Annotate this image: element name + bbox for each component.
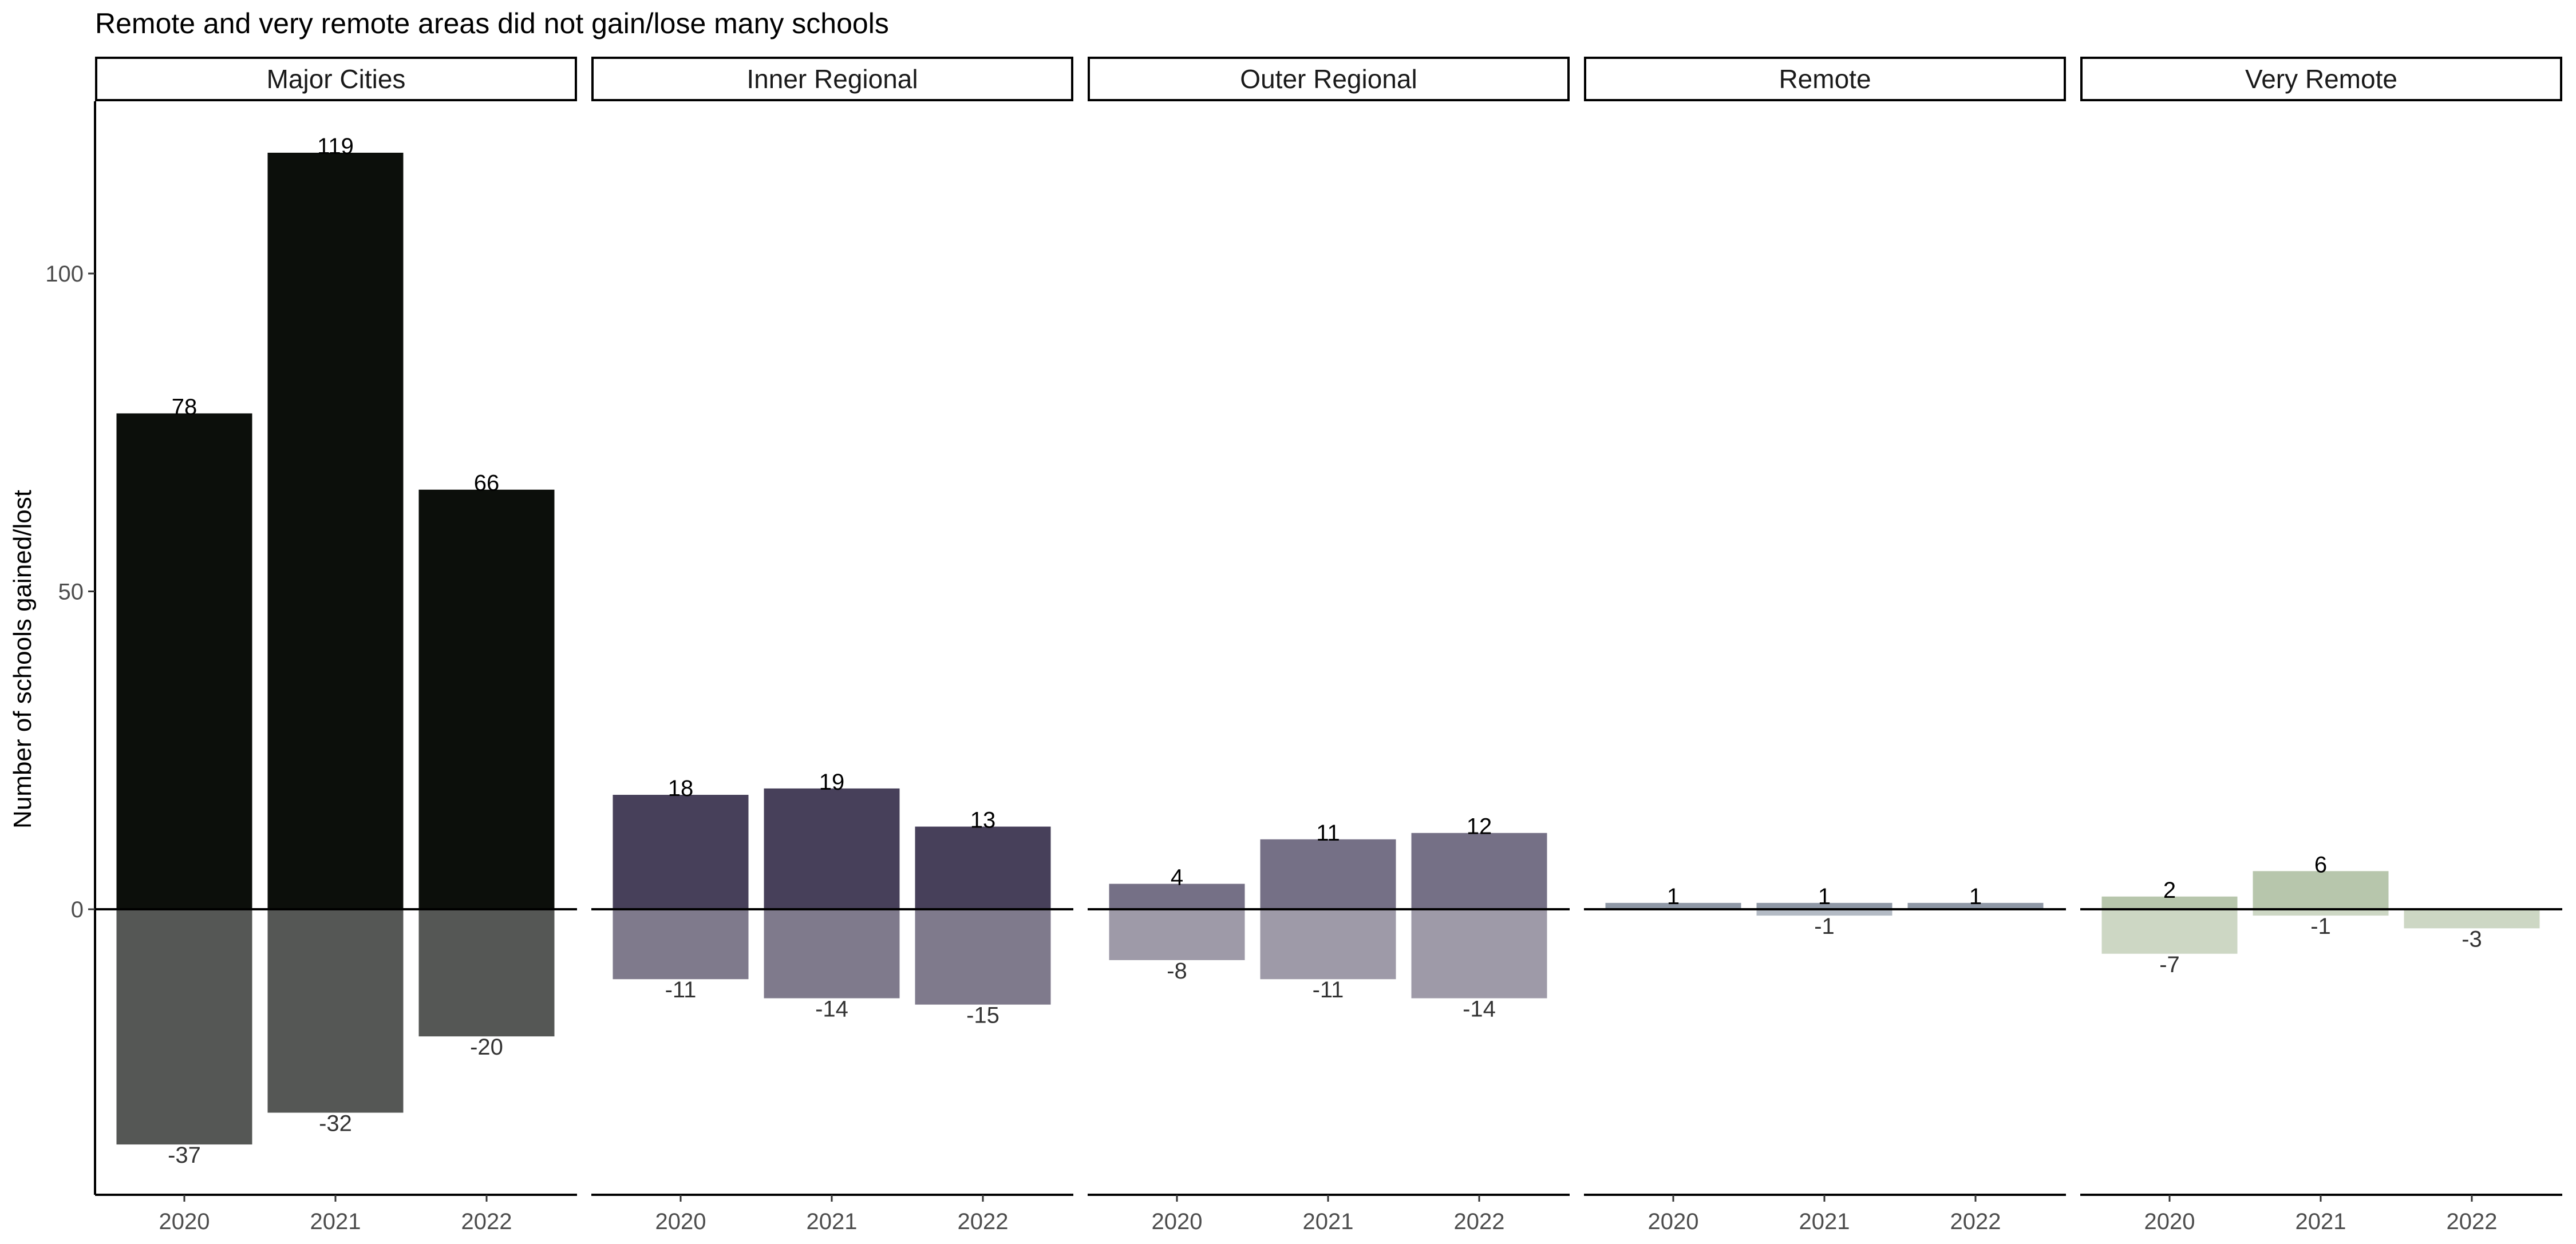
data-label-lost: -15 [966, 1003, 999, 1028]
data-label-lost: -20 [470, 1035, 503, 1060]
y-tick-label: 0 [71, 897, 84, 922]
facet-strip [95, 57, 577, 101]
y-tick-label: 100 [45, 262, 84, 287]
bar-lost [1260, 909, 1396, 980]
panel-remote: Remote 1 1 -1 1 2020 2021 2022 [1584, 57, 2066, 1234]
bar-lost [2101, 909, 2238, 954]
bar-lost [764, 909, 900, 999]
bar-gained [1907, 902, 2044, 909]
x-tick-label: 2022 [1454, 1209, 1505, 1234]
bar-gained [1605, 902, 1741, 909]
x-tick-label: 2022 [461, 1209, 512, 1234]
facet-strip [1584, 57, 2066, 101]
facet-strip-label: Outer Regional [1240, 64, 1417, 94]
bar-lost [1411, 909, 1547, 999]
panel-outer-regional: Outer Regional 4 -8 11 -11 12 -14 2020 2021 2022 [1088, 57, 1570, 1234]
data-label-gained: 1 [1667, 884, 1680, 909]
data-label-lost: -7 [2159, 952, 2180, 977]
facet-strip-label: Inner Regional [746, 64, 918, 94]
data-label-lost: -37 [168, 1143, 201, 1168]
bar-gained [764, 788, 900, 909]
y-axis-label: Number of schools gained/lost [9, 490, 37, 829]
bar-gained [267, 152, 404, 909]
x-tick-label: 2021 [1303, 1209, 1354, 1234]
x-tick-label: 2020 [655, 1209, 706, 1234]
x-tick-label: 2022 [1950, 1209, 2001, 1234]
bar-lost [915, 909, 1051, 1005]
bar-lost [418, 909, 555, 1037]
data-label-lost: -11 [665, 977, 697, 1003]
data-label-gained: 1 [1969, 884, 1982, 909]
facet-strip [1088, 57, 1570, 101]
data-label-lost: -14 [1463, 997, 1496, 1022]
data-label-gained: 119 [317, 134, 354, 159]
bar-gained [1411, 833, 1547, 909]
panel-inner-regional: Inner Regional 18 -11 19 -14 13 -15 2020 2021 202… [591, 57, 1073, 1234]
x-tick-label: 2022 [958, 1209, 1009, 1234]
chart-title: Remote and very remote areas did not gai… [95, 7, 889, 39]
data-label-gained: 18 [668, 776, 694, 801]
data-label-gained: 6 [2314, 852, 2327, 877]
bar-gained [2101, 896, 2238, 909]
bar-gained [915, 826, 1051, 909]
x-tick-label: 2020 [1152, 1209, 1203, 1234]
x-tick-label: 2021 [1799, 1209, 1850, 1234]
data-label-gained: 66 [474, 471, 500, 496]
data-label-gained: 78 [172, 394, 197, 419]
facet-strip-label: Remote [1779, 64, 1871, 94]
bar-gained [1109, 884, 1245, 909]
bar-gained [1260, 839, 1396, 909]
facet-strip-label: Very Remote [2245, 64, 2397, 94]
data-label-gained: 2 [2163, 878, 2176, 903]
x-tick-label: 2020 [2144, 1209, 2195, 1234]
data-label-gained: 12 [1467, 814, 1492, 839]
facet-strip-label: Major Cities [267, 64, 406, 94]
bar-gained [116, 413, 252, 909]
bar-lost [116, 909, 252, 1145]
bar-lost [1756, 909, 1893, 916]
panel-major-cities: Major Cities 78 -37 119 -32 66 -20 2020 2021 2022 [95, 57, 577, 1234]
bar-lost [2253, 909, 2389, 916]
x-tick-label: 2022 [2447, 1209, 2498, 1234]
x-tick-label: 2021 [2296, 1209, 2346, 1234]
data-label-gained: 13 [970, 808, 996, 833]
bar-gained [613, 795, 749, 909]
data-label-lost: -32 [319, 1111, 352, 1136]
bar-lost [2404, 909, 2540, 929]
panel-very-remote: Very Remote 2 -7 6 -1 -3 2020 2021 2022 [2080, 57, 2562, 1234]
bar-lost [267, 909, 404, 1113]
bar-gained [418, 489, 555, 909]
bar-lost [613, 909, 749, 980]
data-label-lost: -1 [1814, 914, 1835, 939]
data-label-gained: 11 [1316, 821, 1340, 846]
bar-gained [1756, 902, 1893, 909]
data-label-lost: -1 [2310, 914, 2331, 939]
data-label-gained: 1 [1818, 884, 1831, 909]
data-label-lost: -8 [1167, 958, 1187, 984]
x-tick-label: 2021 [310, 1209, 361, 1234]
data-label-lost: -14 [815, 997, 848, 1022]
data-label-lost: -3 [2462, 926, 2482, 952]
x-tick-label: 2020 [1648, 1209, 1699, 1234]
y-tick-label: 50 [58, 580, 84, 605]
facet-strip [2080, 57, 2562, 101]
data-label-gained: 4 [1171, 865, 1183, 890]
data-label-lost: -11 [1313, 977, 1344, 1003]
x-tick-label: 2020 [159, 1209, 210, 1234]
bar-gained [2253, 871, 2389, 909]
bar-lost [1109, 909, 1245, 960]
x-tick-label: 2021 [807, 1209, 858, 1234]
data-label-gained: 19 [819, 770, 845, 795]
facet-strip [591, 57, 1073, 101]
